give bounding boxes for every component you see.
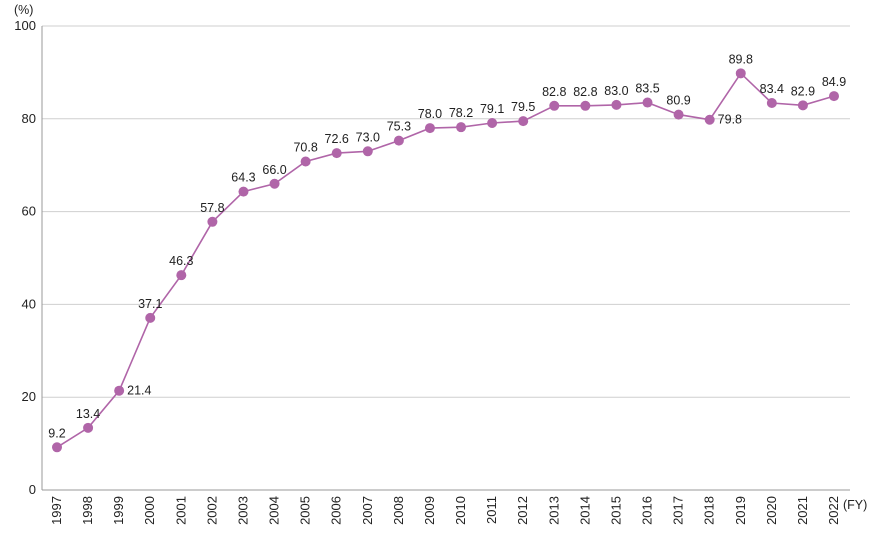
data-label-2000: 37.1 — [138, 297, 162, 311]
x-tick-label-2019: 2019 — [733, 496, 748, 525]
data-point-2013 — [549, 100, 560, 111]
data-point-2007 — [362, 146, 373, 157]
data-label-1998: 13.4 — [76, 407, 100, 421]
data-label-2020: 83.4 — [760, 82, 784, 96]
data-label-2003: 64.3 — [231, 171, 255, 185]
data-label-2016: 83.5 — [635, 82, 659, 96]
data-point-2018 — [704, 114, 715, 125]
x-tick-label-2003: 2003 — [235, 496, 250, 525]
x-tick-label-2007: 2007 — [360, 496, 375, 525]
x-tick-label-1999: 1999 — [111, 496, 126, 525]
data-label-2007: 73.0 — [356, 130, 380, 144]
x-tick-label-2012: 2012 — [515, 496, 530, 525]
x-tick-label-2004: 2004 — [267, 496, 282, 525]
data-point-2011 — [487, 117, 498, 128]
y-tick-label-100: 100 — [14, 18, 36, 33]
data-point-2002 — [207, 216, 218, 227]
data-point-2014 — [580, 100, 591, 111]
data-label-2011: 79.1 — [480, 102, 504, 116]
y-tick-label-0: 0 — [29, 482, 36, 497]
x-tick-label-2021: 2021 — [795, 496, 810, 525]
x-tick-label-2018: 2018 — [702, 496, 717, 525]
data-point-1999 — [114, 385, 125, 396]
data-point-2006 — [331, 148, 342, 159]
data-label-2015: 83.0 — [604, 84, 628, 98]
data-point-2021 — [797, 100, 808, 111]
data-label-1997: 9.2 — [48, 426, 65, 440]
x-tick-label-2014: 2014 — [577, 496, 592, 525]
y-tick-label-80: 80 — [22, 111, 36, 126]
x-tick-label-2001: 2001 — [173, 496, 188, 525]
data-point-1997 — [52, 442, 62, 453]
data-point-2008 — [393, 135, 404, 146]
x-tick-label-2015: 2015 — [608, 496, 623, 525]
y-tick-label-40: 40 — [22, 296, 36, 311]
x-tick-label-2022: 2022 — [826, 496, 841, 525]
data-label-2002: 57.8 — [200, 201, 224, 215]
data-point-1998 — [83, 422, 94, 433]
data-label-1999: 21.4 — [127, 384, 151, 398]
data-point-2020 — [766, 98, 777, 109]
data-label-2005: 70.8 — [293, 140, 317, 154]
data-label-layer: 9.2 13.4 21.4 37.1 46.3 57.8 64.3 66.0 70.8 72.6 7… — [48, 52, 846, 440]
data-label-2022: 84.9 — [822, 75, 846, 89]
data-label-2008: 75.3 — [387, 120, 411, 134]
data-point-2001 — [176, 270, 187, 281]
data-point-2010 — [456, 122, 467, 133]
x-tick-label-2016: 2016 — [640, 496, 655, 525]
y-axis-unit-label: (%) — [14, 3, 33, 17]
data-label-2018: 79.8 — [718, 113, 742, 127]
x-axis-unit-label: (FY) — [843, 498, 867, 512]
data-point-2005 — [300, 156, 311, 167]
x-tick-label-2000: 2000 — [142, 496, 157, 525]
data-point-2016 — [642, 97, 653, 108]
data-point-2015 — [611, 99, 622, 110]
series-line — [56, 72, 835, 448]
data-label-2013: 82.8 — [542, 85, 566, 99]
x-tick-label-2008: 2008 — [391, 496, 406, 525]
x-tick-label-2020: 2020 — [764, 496, 779, 525]
data-point-2017 — [673, 109, 684, 120]
data-point-2022 — [829, 91, 839, 102]
data-point-2019 — [735, 68, 746, 79]
data-label-2012: 79.5 — [511, 100, 535, 114]
data-label-2010: 78.2 — [449, 106, 473, 120]
x-tick-label-1998: 1998 — [80, 496, 95, 525]
x-tick-label-2009: 2009 — [422, 496, 437, 525]
x-tick-label-2011: 2011 — [484, 496, 499, 524]
data-point-2004 — [269, 178, 280, 189]
x-tick-label-2017: 2017 — [671, 496, 686, 525]
x-tick-label-2013: 2013 — [546, 496, 561, 525]
grid-layer — [42, 25, 850, 491]
data-label-2021: 82.9 — [791, 84, 815, 98]
y-tick-label-20: 20 — [22, 389, 36, 404]
data-point-2000 — [145, 312, 156, 323]
data-label-2006: 72.6 — [325, 132, 349, 146]
data-label-2004: 66.0 — [262, 163, 286, 177]
x-tick-label-2006: 2006 — [329, 496, 344, 525]
data-label-2019: 89.8 — [729, 52, 753, 66]
axis-layer: (%) (FY) 0 20 40 60 80 100 1997 1998 1999 2000 200… — [14, 3, 867, 525]
data-label-2017: 80.9 — [666, 94, 690, 108]
x-tick-label-2010: 2010 — [453, 496, 468, 525]
x-tick-label-1997: 1997 — [49, 496, 64, 525]
data-point-2012 — [518, 116, 529, 127]
series-layer — [52, 68, 839, 453]
data-point-2003 — [238, 186, 249, 197]
x-tick-label-2002: 2002 — [204, 496, 219, 525]
data-label-2009: 78.0 — [418, 107, 442, 121]
data-label-2001: 46.3 — [169, 254, 193, 268]
y-tick-label-60: 60 — [22, 204, 36, 219]
data-point-2009 — [424, 123, 435, 134]
x-tick-label-2005: 2005 — [298, 496, 313, 525]
data-label-2014: 82.8 — [573, 85, 597, 99]
